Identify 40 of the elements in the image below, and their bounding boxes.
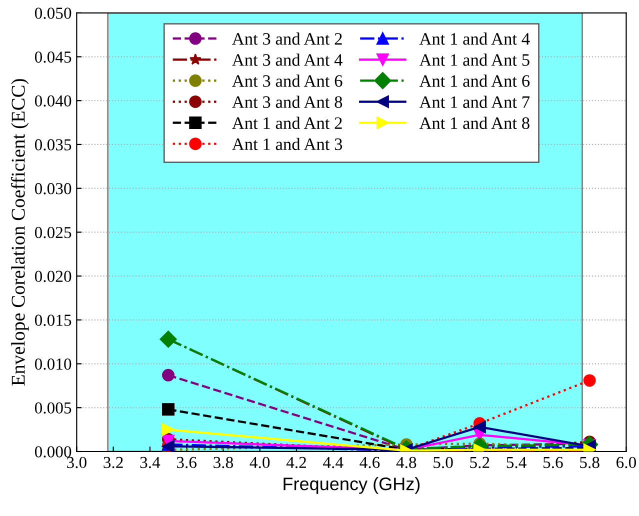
legend-label: Ant 1 and Ant 7 [419,96,530,108]
x-tick-label: 4.0 [250,456,270,468]
y-tick-label: 0.045 [34,51,72,63]
x-tick-label: 5.4 [506,456,526,468]
legend-label: Ant 1 and Ant 4 [419,32,530,45]
y-tick-label: 0.040 [34,95,72,107]
x-tick-label: 3.4 [140,456,160,468]
x-tick-label: 4.2 [286,456,306,468]
x-tick-label: 5.0 [434,456,453,468]
legend-label: Ant 1 and Ant 3 [232,138,342,150]
x-tick-label: 4.8 [396,456,416,468]
y-tick-label: 0.050 [34,8,72,19]
y-tick-label: 0.005 [34,402,72,414]
x-tick-label: 4.6 [360,456,380,468]
legend-label: Ant 1 and Ant 6 [419,74,530,87]
x-tick-label: 4.4 [323,456,344,468]
y-tick-label: 0.035 [34,139,72,150]
y-tick-label: 0.010 [34,358,72,370]
x-tick-label: 3.6 [176,456,197,468]
x-tick-label: 5.6 [544,456,563,468]
legend-label: Ant 1 and Ant 8 [419,116,530,130]
x-axis-title: Frequency (GHz) [284,477,420,494]
x-tick-label: 5.2 [470,456,490,468]
legend-label: Ant 3 and Ant 8 [232,96,342,108]
legend-label: Ant 1 and Ant 2 [232,116,342,130]
legend-label: Ant 1 and Ant 5 [419,54,530,66]
x-tick-label: 3.0 [67,456,86,468]
y-tick-label: 0.030 [34,183,72,194]
x-tick-label: 6.0 [616,456,636,468]
y-tick-label: 0.025 [34,226,72,238]
y-tick-label: 0.000 [34,446,72,458]
y-axis-title: Envelope Corelation Coefficient (ECC) [10,79,29,386]
x-tick-label: 3.2 [104,456,123,468]
x-tick-label: 3.8 [214,456,234,468]
x-tick-label: 5.8 [580,456,600,468]
legend-label: Ant 3 and Ant 2 [232,32,342,45]
y-tick-label: 0.015 [34,314,72,326]
legend-label: Ant 3 and Ant 4 [232,54,342,66]
y-tick-label: 0.020 [34,270,72,282]
legend-label: Ant 3 and Ant 6 [232,74,342,87]
